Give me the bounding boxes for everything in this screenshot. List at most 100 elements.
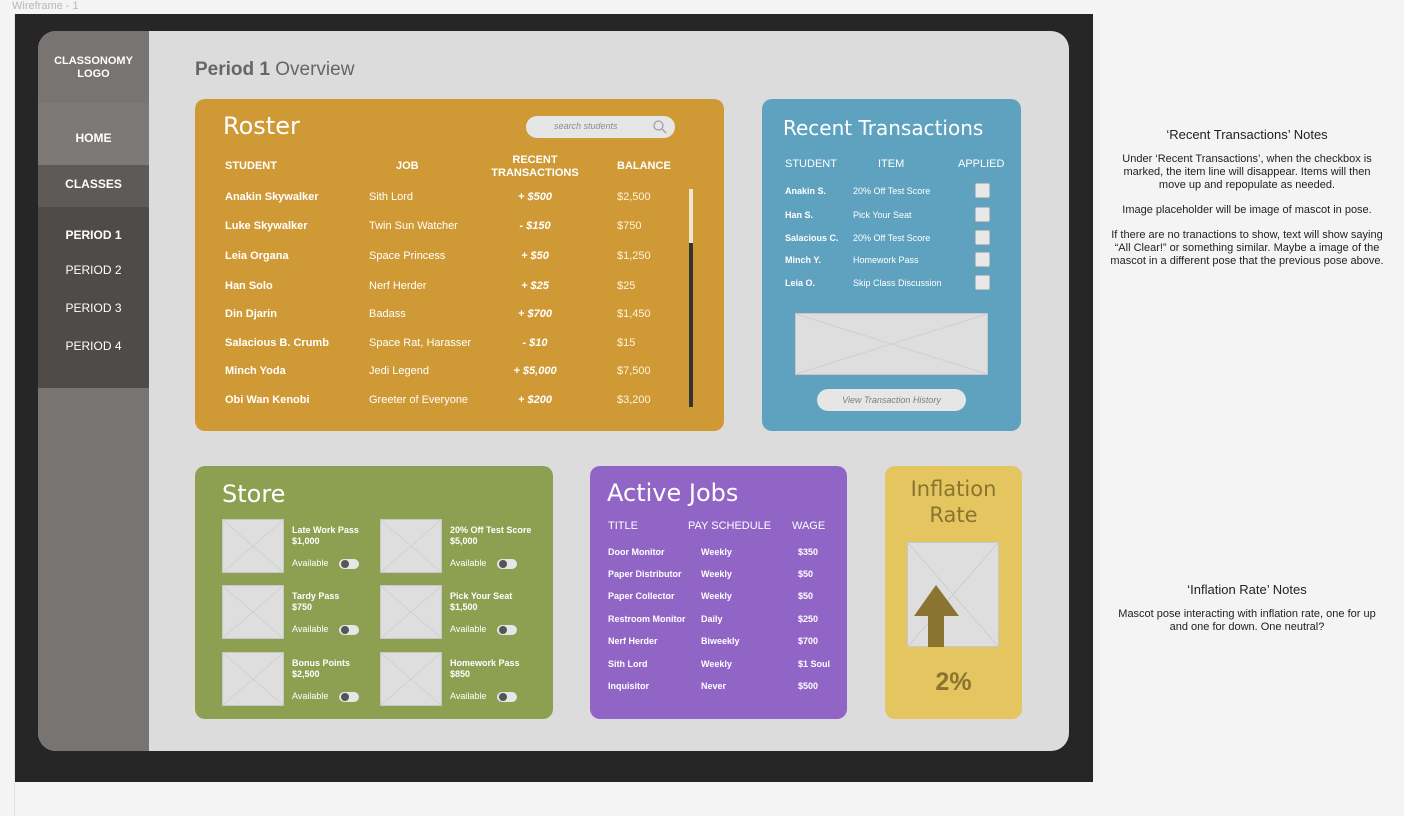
jobs-header-title: TITLE xyxy=(608,520,638,532)
roster-balance: $3,200 xyxy=(617,394,651,406)
nav-period-2[interactable]: PERIOD 2 xyxy=(65,263,122,277)
job-schedule: Biweekly xyxy=(701,636,740,646)
store-item-available-toggle[interactable] xyxy=(497,559,517,569)
job-title: Nerf Herder xyxy=(608,636,658,646)
inflation-value: 2% xyxy=(935,668,972,696)
recent-header-student: STUDENT xyxy=(785,158,837,170)
inflation-title-line2: Rate xyxy=(929,503,978,527)
store-item-image-placeholder xyxy=(380,519,442,573)
roster-student-name[interactable]: Leia Organa xyxy=(225,250,289,262)
roster-student-name[interactable]: Han Solo xyxy=(225,280,273,292)
store-item-name: Bonus Points xyxy=(292,658,350,668)
frame-label: Wireframe - 1 xyxy=(12,0,79,12)
store-item-image-placeholder xyxy=(380,652,442,706)
job-title: Paper Distributor xyxy=(608,569,682,579)
applied-checkbox[interactable] xyxy=(975,207,990,222)
recent-item: 20% Off Test Score xyxy=(853,186,931,196)
job-wage: $500 xyxy=(798,681,819,691)
page-title-rest: Overview xyxy=(269,59,355,80)
roster-job: Jedi Legend xyxy=(369,365,429,377)
left-gutter xyxy=(0,14,15,816)
recent-title: Recent Transactions xyxy=(783,116,984,140)
roster-job: Space Rat, Harasser xyxy=(369,337,472,349)
roster-balance: $25 xyxy=(617,280,636,292)
job-wage: $50 xyxy=(798,569,814,579)
view-transaction-history-button[interactable]: View Transaction History xyxy=(817,389,966,411)
recent-item: Homework Pass xyxy=(853,255,919,265)
roster-transaction: - $150 xyxy=(519,220,551,232)
store-item-image-placeholder xyxy=(222,519,284,573)
store-item-available-label: Available xyxy=(450,691,487,701)
job-title: Inquisitor xyxy=(608,681,649,691)
nav-home[interactable]: HOME xyxy=(38,103,149,165)
nav-period-3[interactable]: PERIOD 3 xyxy=(65,301,122,315)
recent-notes-p1: Under ‘Recent Transactions’, when the ch… xyxy=(1122,153,1372,191)
logo[interactable]: CLASSONOMY LOGO xyxy=(38,31,149,103)
job-title: Paper Collector xyxy=(608,591,675,601)
store-item-name: 20% Off Test Score xyxy=(450,525,532,535)
roster-header-transactions: RECENT TRANSACTIONS xyxy=(491,154,579,179)
store-item-available-toggle[interactable] xyxy=(497,692,517,702)
store-item-available-label: Available xyxy=(450,558,487,568)
roster-job: Nerf Herder xyxy=(369,280,427,292)
roster-job: Greeter of Everyone xyxy=(369,394,469,406)
roster-balance: $7,500 xyxy=(617,365,651,377)
roster-balance: $750 xyxy=(617,220,642,232)
job-title: Restroom Monitor xyxy=(608,614,686,624)
store-item-available-toggle[interactable] xyxy=(339,625,359,635)
roster-student-name[interactable]: Salacious B. Crumb xyxy=(225,337,329,349)
arrow-up-icon xyxy=(914,585,959,647)
job-schedule: Weekly xyxy=(701,547,732,557)
period-list: PERIOD 1 PERIOD 2 PERIOD 3 PERIOD 4 xyxy=(38,207,149,388)
job-wage: $350 xyxy=(798,547,819,557)
roster-job: Space Princess xyxy=(369,250,446,262)
recent-student: Minch Y. xyxy=(785,255,821,265)
inflation-rate-notes: ‘Inflation Rate’ Notes Mascot pose inter… xyxy=(1110,583,1384,646)
search-students[interactable]: search students xyxy=(526,116,675,138)
search-input[interactable]: search students xyxy=(554,121,618,131)
roster-scrollbar-thumb[interactable] xyxy=(689,243,693,407)
applied-checkbox[interactable] xyxy=(975,275,990,290)
applied-checkbox[interactable] xyxy=(975,230,990,245)
nav-period-1[interactable]: PERIOD 1 xyxy=(65,228,122,242)
store-item-name: Tardy Pass xyxy=(292,591,340,601)
active-jobs-card: Active Jobs TITLE PAY SCHEDULE WAGE Door… xyxy=(590,466,847,719)
recent-transactions-notes: ‘Recent Transactions’ Notes Under ‘Recen… xyxy=(1110,128,1384,280)
roster-transaction: + $500 xyxy=(518,191,552,203)
search-icon[interactable] xyxy=(652,119,668,135)
store-item-available-toggle[interactable] xyxy=(497,625,517,635)
recent-item: 20% Off Test Score xyxy=(853,233,931,243)
store-item-name: Late Work Pass xyxy=(292,525,359,535)
roster-job: Sith Lord xyxy=(369,191,414,203)
roster-student-name[interactable]: Din Djarin xyxy=(225,308,277,320)
store-item-available-toggle[interactable] xyxy=(339,692,359,702)
recent-header-item: ITEM xyxy=(878,158,905,170)
recent-notes-title: ‘Recent Transactions’ Notes xyxy=(1166,127,1328,142)
nav-classes[interactable]: CLASSES xyxy=(38,165,149,207)
roster-header-student: STUDENT xyxy=(225,160,277,172)
roster-student-name[interactable]: Anakin Skywalker xyxy=(225,191,319,203)
store-item-available-label: Available xyxy=(292,691,329,701)
recent-student: Han S. xyxy=(785,210,814,220)
recent-header-applied: APPLIED xyxy=(958,158,1005,170)
roster-student-name[interactable]: Luke Skywalker xyxy=(225,220,308,232)
nav-period-4[interactable]: PERIOD 4 xyxy=(65,339,122,353)
inflation-mascot-placeholder xyxy=(907,542,999,647)
applied-checkbox[interactable] xyxy=(975,183,990,198)
store-item-available-label: Available xyxy=(292,558,329,568)
applied-checkbox[interactable] xyxy=(975,252,990,267)
store-item-available-toggle[interactable] xyxy=(339,559,359,569)
job-schedule: Weekly xyxy=(701,591,732,601)
recent-student: Anakin S. xyxy=(785,186,827,196)
recent-item: Pick Your Seat xyxy=(853,210,912,220)
roster-job: Twin Sun Watcher xyxy=(369,220,458,232)
mascot-image-placeholder xyxy=(795,313,988,375)
recent-notes-p2: Image placeholder will be image of masco… xyxy=(1122,204,1372,216)
store-item-image-placeholder xyxy=(222,652,284,706)
store-item-available-label: Available xyxy=(450,624,487,634)
jobs-title: Active Jobs xyxy=(607,479,739,507)
page-title: Period 1 Overview xyxy=(195,59,354,81)
roster-student-name[interactable]: Obi Wan Kenobi xyxy=(225,394,310,406)
roster-student-name[interactable]: Minch Yoda xyxy=(225,365,286,377)
roster-balance: $2,500 xyxy=(617,191,651,203)
